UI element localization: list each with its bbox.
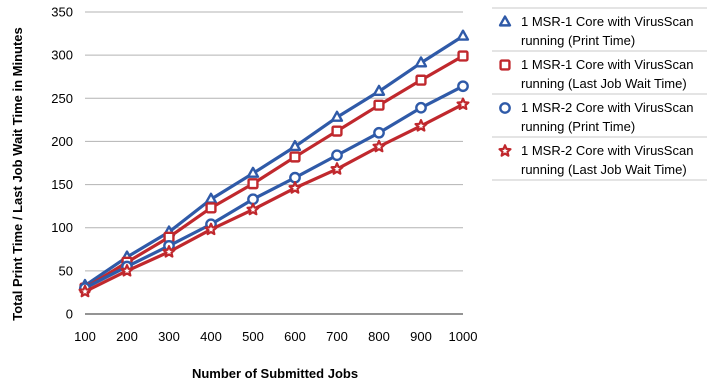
x-tick-label: 900 xyxy=(410,329,432,344)
data-point-square xyxy=(415,74,427,86)
data-point-square xyxy=(247,178,259,190)
data-point-square xyxy=(331,125,343,137)
data-point-circle xyxy=(247,193,259,206)
series-3 xyxy=(79,80,469,294)
legend-item: 1 MSR-1 Core with VirusScan running (Last… xyxy=(499,57,693,91)
x-tick-label: 600 xyxy=(284,329,306,344)
data-point-star xyxy=(372,139,386,153)
x-axis-ticks: 100 200 300 400 500 600 700 800 900 1000 xyxy=(74,329,477,344)
legend-item: 1 MSR-2 Core with VirusScan running (Prin… xyxy=(499,100,693,134)
x-tick-label: 500 xyxy=(242,329,264,344)
data-point-square xyxy=(205,202,217,214)
series-group xyxy=(78,29,470,298)
y-tick-label: 100 xyxy=(51,220,73,235)
x-tick-label: 200 xyxy=(116,329,138,344)
data-point-star xyxy=(330,162,344,175)
data-point-square xyxy=(373,99,385,111)
legend-item: 1 MSR-2 Core with VirusScan running (Last… xyxy=(498,143,693,177)
data-point-square xyxy=(457,50,469,62)
data-point-circle xyxy=(415,101,427,114)
data-point-star xyxy=(204,222,218,236)
y-tick-label: 0 xyxy=(66,307,73,322)
data-point-circle xyxy=(289,171,301,184)
x-tick-label: 700 xyxy=(326,329,348,344)
data-point-circle xyxy=(373,126,385,139)
y-tick-label: 350 xyxy=(51,5,73,20)
legend-label: running (Print Time) xyxy=(521,33,635,48)
y-tick-label: 250 xyxy=(51,91,73,106)
legend-marker-star xyxy=(498,144,512,157)
data-point-circle xyxy=(331,149,343,162)
data-point-triangle xyxy=(204,192,218,204)
grid-lines xyxy=(85,11,463,315)
y-tick-label: 300 xyxy=(51,48,73,63)
series-line xyxy=(83,102,465,294)
data-point-circle xyxy=(457,80,469,93)
data-point-star xyxy=(456,97,470,111)
y-tick-label: 150 xyxy=(51,177,73,192)
y-tick-label: 50 xyxy=(59,263,73,278)
data-point-star xyxy=(288,181,302,194)
x-axis-title: Number of Submitted Jobs xyxy=(192,366,358,381)
data-point-square xyxy=(289,151,301,163)
x-tick-label: 1000 xyxy=(449,329,478,344)
y-tick-label: 200 xyxy=(51,134,73,149)
x-tick-label: 300 xyxy=(158,329,180,344)
legend-label: 1 MSR-1 Core with VirusScan xyxy=(521,14,693,29)
data-point-triangle xyxy=(330,110,344,122)
legend-label: running (Last Job Wait Time) xyxy=(521,76,687,91)
legend-label: 1 MSR-1 Core with VirusScan xyxy=(521,57,693,72)
data-point-triangle xyxy=(456,29,470,41)
series-2 xyxy=(79,50,469,294)
data-point-triangle xyxy=(246,166,260,178)
legend-marker-circle xyxy=(499,102,511,114)
data-point-star xyxy=(162,245,176,258)
legend-marker-triangle xyxy=(498,15,512,27)
legend-label: 1 MSR-2 Core with VirusScan xyxy=(521,143,693,158)
series-line xyxy=(83,54,465,290)
series-4 xyxy=(78,97,470,298)
legend: 1 MSR-1 Core with VirusScan running (Prin… xyxy=(492,7,707,181)
data-point-triangle xyxy=(414,56,428,68)
x-tick-label: 100 xyxy=(74,329,96,344)
x-tick-label: 800 xyxy=(368,329,390,344)
data-point-star xyxy=(120,264,134,277)
series-line xyxy=(83,84,465,290)
legend-label: 1 MSR-2 Core with VirusScan xyxy=(521,100,693,115)
legend-marker-square xyxy=(499,59,511,71)
data-point-triangle xyxy=(372,84,386,96)
data-point-triangle xyxy=(288,139,302,152)
series-1 xyxy=(78,29,470,291)
x-tick-label: 400 xyxy=(200,329,222,344)
data-point-star xyxy=(78,284,92,298)
y-axis-ticks: 0 50 100 150 200 250 300 350 xyxy=(51,5,73,322)
series-line xyxy=(83,34,465,288)
legend-label: running (Print Time) xyxy=(521,119,635,134)
legend-label: running (Last Job Wait Time) xyxy=(521,162,687,177)
legend-item: 1 MSR-1 Core with VirusScan running (Prin… xyxy=(498,14,693,48)
data-point-star xyxy=(246,202,260,216)
data-point-star xyxy=(414,119,428,132)
y-axis-title: Total Print Time / Last Job Wait Time in… xyxy=(10,27,25,321)
